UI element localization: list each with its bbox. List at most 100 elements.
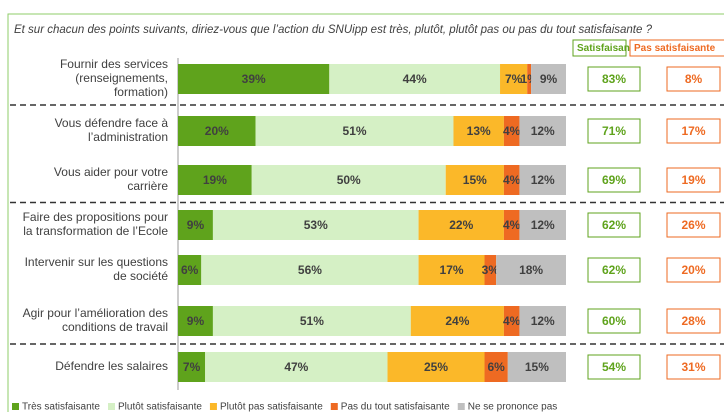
column-header-box xyxy=(572,39,627,57)
bar-segment xyxy=(178,255,202,285)
summary-box xyxy=(666,66,721,92)
data-label: 12% xyxy=(531,314,555,328)
summary-box xyxy=(666,308,721,334)
bar-segment xyxy=(503,306,520,336)
bar-segment xyxy=(410,306,504,336)
data-label: 53% xyxy=(304,218,328,232)
column-header-box xyxy=(629,39,724,57)
category-label: Intervenir sur les questions xyxy=(25,255,168,269)
bar-segment xyxy=(519,210,566,240)
category-label: Faire des propositions pour xyxy=(23,210,168,224)
legend-label: Plutôt pas satisfaisante xyxy=(220,402,323,412)
category-label: formation) xyxy=(114,85,168,99)
summary-box xyxy=(587,212,641,238)
bar-segment xyxy=(178,352,206,382)
bar-segment xyxy=(251,165,446,195)
summary-label: 17% xyxy=(681,124,705,138)
summary-box xyxy=(666,212,721,238)
legend-label: Pas du tout satisfaisante xyxy=(341,402,450,412)
data-label: 20% xyxy=(205,124,229,138)
legend-label: Très satisfaisante xyxy=(22,402,100,412)
summary-label: 62% xyxy=(602,263,626,277)
data-label: 3% xyxy=(482,263,500,277)
bar-segment xyxy=(418,210,504,240)
data-label: 6% xyxy=(181,263,199,277)
bar-segment xyxy=(503,165,520,195)
bar-segment xyxy=(500,64,528,94)
bar-segment xyxy=(484,352,508,382)
data-label: 25% xyxy=(424,360,448,374)
summary-label: 62% xyxy=(602,218,626,232)
data-label: 24% xyxy=(445,314,469,328)
data-label: 50% xyxy=(337,173,361,187)
legend-label: Plutôt satisfaisante xyxy=(118,402,202,412)
bar-segment xyxy=(484,255,497,285)
summary-box xyxy=(587,66,641,92)
summary-label: 71% xyxy=(602,124,626,138)
summary-label: 26% xyxy=(681,218,705,232)
category-label: Agir pour l’amélioration des xyxy=(23,306,168,320)
bar-segment xyxy=(519,306,566,336)
category-label: (renseignements, xyxy=(75,71,168,85)
data-label: 9% xyxy=(540,72,558,86)
chart-title: Et sur chacun des points suivants, dirie… xyxy=(14,24,653,36)
category-label: Vous défendre face à xyxy=(55,116,169,130)
bar-segment xyxy=(178,210,213,240)
category-label: l’administration xyxy=(88,130,168,144)
bar-segment xyxy=(519,165,566,195)
category-label: de société xyxy=(113,269,168,283)
data-label: 22% xyxy=(449,218,473,232)
category-label: Vous aider pour votre xyxy=(54,165,168,179)
bar-segment xyxy=(178,116,256,146)
summary-label: 31% xyxy=(681,360,705,374)
bar-segment xyxy=(212,306,411,336)
data-label: 12% xyxy=(531,124,555,138)
data-label: 7% xyxy=(505,72,523,86)
data-label: 19% xyxy=(203,173,227,187)
bar-segment xyxy=(212,210,419,240)
data-label: 15% xyxy=(463,173,487,187)
data-label: 4% xyxy=(503,218,521,232)
summary-box xyxy=(587,118,641,144)
data-label: 9% xyxy=(187,314,205,328)
bar-segment xyxy=(205,352,388,382)
bar-segment xyxy=(503,116,520,146)
data-label: 17% xyxy=(440,263,464,277)
data-label: 18% xyxy=(519,263,543,277)
column-header: Satisfaisante xyxy=(577,43,639,54)
category-label: la transformation de l’Ecole xyxy=(23,224,168,238)
summary-box xyxy=(587,167,641,193)
data-label: 4% xyxy=(503,124,521,138)
legend-swatch xyxy=(457,403,465,410)
bar-segment xyxy=(519,116,566,146)
data-label: 12% xyxy=(531,218,555,232)
data-label: 39% xyxy=(242,72,266,86)
summary-box xyxy=(666,118,721,144)
summary-box xyxy=(666,167,721,193)
summary-label: 83% xyxy=(602,72,626,86)
summary-box xyxy=(587,257,641,283)
legend-swatch xyxy=(330,403,338,410)
bar-segment xyxy=(496,255,566,285)
bar-segment xyxy=(445,165,504,195)
bar-segment xyxy=(503,210,520,240)
bar-segment xyxy=(178,306,213,336)
column-header: Pas satisfaisante xyxy=(634,43,716,54)
data-label: 7% xyxy=(183,360,201,374)
data-label: 56% xyxy=(298,263,322,277)
category-label: conditions de travail xyxy=(62,320,168,334)
data-label: 44% xyxy=(403,72,427,86)
legend-label: Ne se prononce pas xyxy=(468,402,558,412)
legend-swatch xyxy=(108,403,115,410)
summary-box xyxy=(587,354,641,380)
data-label: 51% xyxy=(343,124,367,138)
bar-segment xyxy=(527,64,532,94)
data-label: 4% xyxy=(503,314,521,328)
category-label: Défendre les salaires xyxy=(55,359,168,373)
summary-label: 20% xyxy=(681,263,705,277)
data-label: 51% xyxy=(300,314,324,328)
summary-label: 69% xyxy=(602,173,626,187)
bar-segment xyxy=(507,352,566,382)
summary-box xyxy=(587,308,641,334)
